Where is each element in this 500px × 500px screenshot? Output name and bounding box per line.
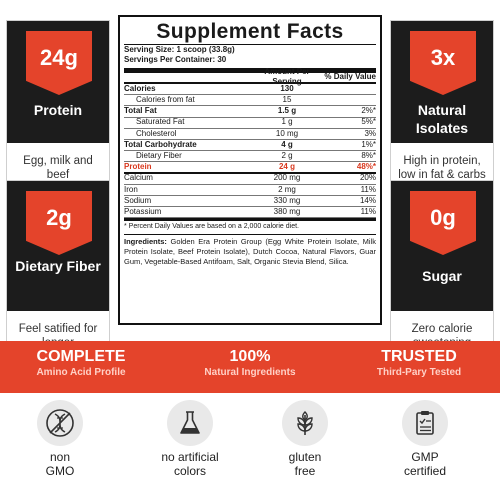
clipboard-check-icon xyxy=(416,411,434,435)
facts-name: Calories from fat xyxy=(136,95,195,105)
card-title: Sugar xyxy=(422,268,462,284)
ingredients-text: Golden Era Protein Group (Egg White Prot… xyxy=(124,236,376,266)
band-complete: COMPLETE Amino Acid Profile xyxy=(6,347,156,379)
feature-label: non GMO xyxy=(45,450,75,478)
facts-row: Dietary Fiber 2 g 8%* xyxy=(124,151,376,163)
benefits-band: COMPLETE Amino Acid Profile 100% Natural… xyxy=(0,341,500,393)
facts-name: Potassium xyxy=(124,206,162,216)
band-sub: Amino Acid Profile xyxy=(36,367,126,378)
feature-gluten-free: gluten free xyxy=(250,400,360,478)
band-natural: 100% Natural Ingredients xyxy=(175,347,325,379)
facts-dv: 20% xyxy=(359,173,376,183)
facts-dv: 1%* xyxy=(361,139,376,149)
facts-dv: 11% xyxy=(360,206,376,216)
facts-row: Calories 130 xyxy=(124,83,376,96)
servings-per-container: Servings Per Container: 30 xyxy=(124,55,227,65)
facts-dv: 5%* xyxy=(361,117,376,127)
divider xyxy=(124,44,376,45)
dv-header: % Daily Value xyxy=(324,72,376,82)
feature-label: no artificial colors xyxy=(161,450,219,478)
dna-icon xyxy=(46,409,74,437)
card-desc: High in protein, low in fat & carbs xyxy=(398,155,486,181)
facts-row: Sodium 330 mg 14% xyxy=(124,195,376,208)
facts-row: Cholesterol 10 mg 3% xyxy=(124,129,376,140)
facts-row: Potassium 380 mg 11% xyxy=(124,206,376,219)
facts-name: Dietary Fiber xyxy=(136,151,182,161)
facts-name: Iron xyxy=(124,184,138,194)
feature-no-artificial-colors: no artificial colors xyxy=(135,400,245,478)
serving-size: Serving Size: 1 scoop (33.8g) xyxy=(124,45,235,54)
badge-value: 24g xyxy=(26,31,92,95)
facts-amount: 2 mg xyxy=(278,184,296,194)
facts-row: Protein 24 g 48%* xyxy=(124,161,376,174)
facts-name: Total Fat xyxy=(124,106,157,116)
facts-name: Calories xyxy=(124,83,156,93)
facts-dv: 2%* xyxy=(361,106,376,116)
facts-amount: 1.5 g xyxy=(277,106,297,116)
facts-name: Protein xyxy=(124,161,152,171)
facts-name: Calcium xyxy=(124,173,153,183)
ingredients-label: Ingredients: xyxy=(124,236,167,246)
card-protein: 24g Protein Egg, milk and beef xyxy=(6,20,110,194)
facts-dv: 48%* xyxy=(356,161,376,171)
feature-label: gluten free xyxy=(288,450,322,478)
ingredients: Ingredients: Golden Era Protein Group (E… xyxy=(124,235,376,267)
facts-amount: 1 g xyxy=(281,117,293,127)
facts-row: Total Fat 1.5 g 2%* xyxy=(124,106,376,118)
facts-row: Iron 2 mg 11% xyxy=(124,185,376,196)
divider xyxy=(124,67,376,73)
amount-header: Amount Per Serving xyxy=(264,67,310,87)
facts-amount: 380 mg xyxy=(273,206,301,216)
facts-name: Total Carbohydrate xyxy=(124,139,197,149)
facts-header-row: Amount Per Serving % Daily Value xyxy=(124,67,376,86)
facts-amount: 15 xyxy=(282,95,292,105)
feature-non-gmo: non GMO xyxy=(5,400,115,478)
facts-row: Calories from fat 15 xyxy=(124,95,376,107)
feature-label: GMP certified xyxy=(403,450,447,478)
facts-title: Supplement Facts xyxy=(156,20,344,43)
facts-amount: 10 mg xyxy=(275,128,299,138)
card-title: Protein xyxy=(33,102,83,118)
band-trusted: TRUSTED Third-Pary Tested xyxy=(344,347,494,379)
facts-amount: 330 mg xyxy=(273,195,301,205)
facts-dv: 8%* xyxy=(361,151,376,161)
card-title: Natural Isolates xyxy=(415,102,469,136)
facts-amount: 4 g xyxy=(281,139,293,149)
band-sub: Natural Ingredients xyxy=(204,367,296,378)
facts-dv: 3% xyxy=(364,128,376,138)
card-desc: Egg, milk and beef xyxy=(23,155,93,181)
facts-row: Total Carbohydrate 4 g 1%* xyxy=(124,139,376,152)
facts-row: Calcium 200 mg 20% xyxy=(124,173,376,185)
band-head: TRUSTED xyxy=(381,348,457,365)
facts-amount: 200 mg xyxy=(273,173,301,183)
facts-rows: Calories 130 Calories from fat 15 Total Fat 1… xyxy=(124,83,376,219)
facts-amount: 2 g xyxy=(281,151,293,161)
badge-value: 0g xyxy=(410,191,476,255)
supplement-facts-panel: Supplement Facts Serving Size: 1 scoop (… xyxy=(118,15,382,325)
card-sugar: 0g Sugar Zero calorie sweetening xyxy=(390,180,494,362)
feature-gmp-certified: GMP certified xyxy=(370,400,480,478)
badge-value: 2g xyxy=(26,191,92,255)
flask-icon xyxy=(180,411,200,434)
facts-name: Sodium xyxy=(124,195,152,205)
wheat-icon xyxy=(297,411,313,435)
card-title: Dietary Fiber xyxy=(15,258,101,274)
facts-amount: 130 xyxy=(280,83,294,93)
card-dietary-fiber: 2g Dietary Fiber Feel satified for longe… xyxy=(6,180,110,362)
card-natural-isolates: 3x Natural Isolates High in protein, low… xyxy=(390,20,494,194)
dv-note: * Percent Daily Values are based on a 2,… xyxy=(124,218,376,235)
facts-name: Cholesterol xyxy=(136,128,177,138)
band-head: 100% xyxy=(229,348,271,365)
facts-row: Saturated Fat 1 g 5%* xyxy=(124,117,376,129)
band-sub: Third-Pary Tested xyxy=(376,367,462,378)
band-head: COMPLETE xyxy=(36,348,126,365)
facts-amount: 24 g xyxy=(278,161,295,171)
facts-name: Saturated Fat xyxy=(136,117,185,127)
facts-dv: 11% xyxy=(360,184,376,194)
badge-value: 3x xyxy=(410,31,476,95)
facts-dv: 14% xyxy=(359,195,376,205)
